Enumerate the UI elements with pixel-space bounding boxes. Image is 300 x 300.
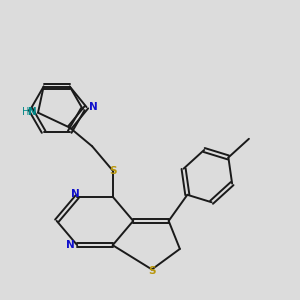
Text: H: H — [22, 107, 30, 117]
Text: N: N — [66, 240, 75, 250]
Text: S: S — [148, 266, 156, 276]
Text: N: N — [71, 189, 80, 199]
Text: N: N — [89, 102, 98, 112]
Text: S: S — [109, 166, 116, 176]
Text: N: N — [28, 107, 37, 117]
